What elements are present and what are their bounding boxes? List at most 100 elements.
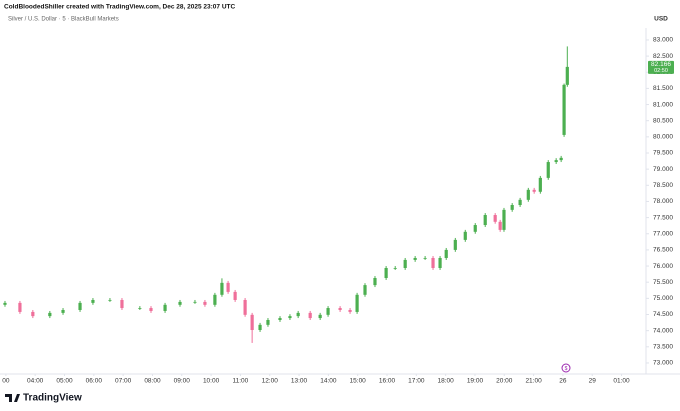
y-tick-label: 83.000 (653, 37, 673, 44)
y-tick-label: 79.500 (653, 150, 673, 157)
x-tick-label: 07:00 (115, 378, 132, 385)
candle (423, 256, 427, 260)
candle-body (220, 282, 224, 295)
candle-body (266, 319, 270, 325)
candle (149, 306, 153, 313)
x-tick-label: 11:00 (233, 378, 249, 385)
candle-body (308, 312, 312, 319)
candle (226, 280, 230, 294)
x-tick-label: 16:00 (379, 378, 396, 385)
candle (288, 314, 292, 320)
candle-body (233, 291, 237, 300)
y-tick-label: 77.000 (653, 230, 673, 237)
candle (78, 300, 82, 312)
candle (403, 257, 407, 270)
candle (562, 83, 566, 137)
candle (220, 278, 224, 297)
y-tick-label: 82.500 (653, 53, 673, 60)
candle (203, 299, 207, 307)
candle-body (138, 308, 142, 309)
candle (373, 276, 377, 288)
candle-body (546, 162, 550, 178)
candle-body (423, 257, 427, 259)
candle-body (559, 157, 563, 161)
candle (243, 298, 247, 317)
candle (502, 207, 506, 232)
y-tick-label: 80.500 (653, 117, 673, 124)
candle (413, 256, 417, 262)
candle-body (226, 282, 230, 292)
candle-body (48, 312, 52, 317)
candle (18, 300, 22, 314)
candle (438, 256, 442, 270)
candle-body (355, 294, 359, 312)
candle (338, 306, 342, 312)
x-tick-label: 17:00 (408, 378, 425, 385)
credit: ColdBloodedShiller created with TradingV… (4, 4, 235, 11)
x-tick-label: 12:00 (262, 378, 279, 385)
candle-body (463, 231, 467, 240)
candle-body (518, 199, 522, 206)
candle (498, 219, 502, 232)
candle-body (403, 259, 407, 268)
candle-body (78, 302, 82, 310)
candle (554, 158, 558, 164)
candle-body (538, 177, 542, 192)
candle-body (203, 301, 207, 305)
candle-body (431, 257, 435, 268)
y-tick-label: 75.500 (653, 279, 673, 286)
x-tick-label: 13:00 (291, 378, 308, 385)
event-icon: $ (561, 363, 571, 373)
chart-title: Silver / U.S. Dollar · 5 · BlackBull Mar… (8, 17, 119, 23)
candle-body (61, 309, 65, 313)
candle-body (438, 257, 442, 268)
candle-body (532, 189, 536, 192)
y-tick-label: 78.500 (653, 182, 673, 189)
candle (518, 197, 522, 207)
candle (31, 309, 35, 319)
candle (61, 308, 65, 315)
y-tick-label: 80.000 (653, 134, 673, 141)
candle (178, 299, 182, 307)
candle-body (120, 299, 124, 309)
y-tick-label: 78.000 (653, 198, 673, 205)
candle-body (178, 301, 182, 305)
candle (318, 312, 322, 320)
candle-body (493, 215, 497, 222)
y-tick-label: 76.000 (653, 263, 673, 270)
candle-body (243, 299, 247, 315)
candle-body (363, 285, 367, 295)
candle-body (510, 205, 514, 210)
candle (326, 306, 330, 317)
candle-body (384, 267, 388, 279)
candle (483, 213, 487, 227)
candle-body (373, 278, 377, 286)
x-tick-label: 20:00 (496, 378, 513, 385)
x-tick-label: 18:00 (437, 378, 454, 385)
x-tick-label: 14:00 (320, 378, 337, 385)
candle (48, 310, 52, 319)
candle (526, 187, 530, 202)
y-tick-label: 73.500 (653, 344, 673, 351)
x-tick-label: 21:00 (525, 378, 542, 385)
candle-body (193, 301, 197, 303)
x-tick-label: 00 (2, 378, 10, 385)
candle-body (18, 302, 22, 312)
candle-body (473, 225, 477, 232)
candle (493, 213, 497, 224)
candle-body (318, 314, 322, 319)
candle-body (163, 304, 167, 311)
candle (393, 266, 397, 270)
price-label-box (648, 60, 674, 74)
candle-body (413, 257, 417, 260)
candle (3, 300, 7, 307)
candle (108, 298, 112, 302)
candle (463, 229, 467, 242)
candle-body (526, 189, 530, 200)
candle-body (326, 308, 330, 315)
x-tick-label: 29 (589, 378, 597, 385)
candle (444, 247, 448, 260)
candle (532, 187, 536, 194)
